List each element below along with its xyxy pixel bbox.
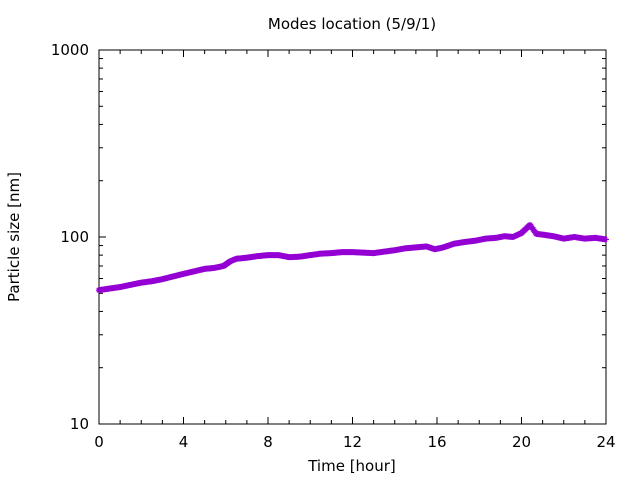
x-tick-label: 24 — [596, 433, 615, 451]
x-tick-label: 8 — [263, 433, 273, 451]
axis-ticks — [98, 50, 607, 425]
chart-title: Modes location (5/9/1) — [268, 15, 436, 33]
x-tick-label: 0 — [94, 433, 104, 451]
x-tick-label: 20 — [512, 433, 531, 451]
x-axis-label: Time [hour] — [307, 457, 396, 475]
y-tick-label: 1000 — [51, 41, 89, 59]
data-points — [96, 221, 609, 294]
x-tick-labels: 0 4 8 12 16 20 24 — [94, 433, 615, 451]
data-point — [603, 236, 609, 243]
y-tick-label: 10 — [70, 415, 89, 433]
y-axis-label: Particle size [nm] — [5, 172, 23, 302]
y-tick-label: 100 — [60, 228, 89, 246]
x-tick-label: 4 — [179, 433, 189, 451]
plot-area-frame — [98, 49, 607, 425]
y-tick-labels: 10 100 1000 — [51, 41, 89, 433]
x-tick-label: 12 — [343, 433, 362, 451]
x-tick-label: 16 — [427, 433, 446, 451]
